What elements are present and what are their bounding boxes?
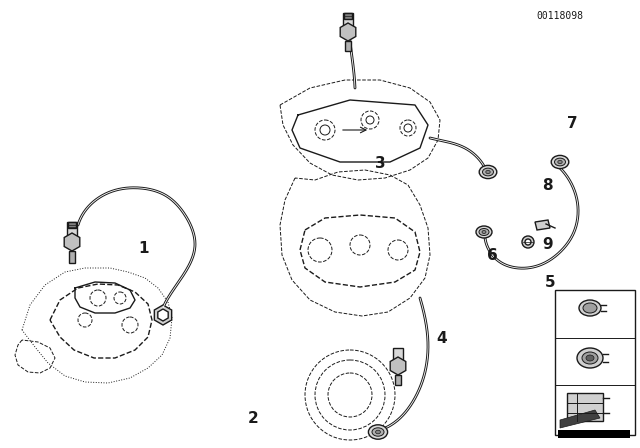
- Ellipse shape: [483, 168, 493, 176]
- Bar: [343, 13, 353, 35]
- Ellipse shape: [554, 158, 566, 166]
- Ellipse shape: [577, 348, 603, 368]
- Text: 2: 2: [248, 411, 258, 426]
- Ellipse shape: [372, 428, 384, 436]
- Ellipse shape: [558, 160, 562, 164]
- Text: 9: 9: [542, 237, 552, 252]
- Polygon shape: [158, 309, 168, 321]
- Ellipse shape: [476, 226, 492, 238]
- Polygon shape: [535, 220, 550, 230]
- Text: 7: 7: [568, 116, 578, 131]
- Polygon shape: [340, 23, 356, 41]
- Ellipse shape: [482, 231, 486, 233]
- Text: 6: 6: [488, 248, 498, 263]
- Bar: [67, 222, 77, 242]
- Text: 1: 1: [139, 241, 149, 256]
- Bar: [558, 430, 630, 438]
- Bar: [393, 348, 403, 370]
- Ellipse shape: [479, 228, 489, 236]
- Ellipse shape: [551, 155, 569, 168]
- Bar: [555, 290, 635, 435]
- Text: 4: 4: [436, 331, 447, 346]
- Text: 00118098: 00118098: [536, 11, 584, 21]
- Ellipse shape: [376, 430, 380, 434]
- Ellipse shape: [582, 352, 598, 364]
- Polygon shape: [64, 233, 80, 251]
- Ellipse shape: [479, 165, 497, 179]
- Polygon shape: [560, 410, 600, 428]
- Text: 3: 3: [376, 156, 386, 171]
- Ellipse shape: [486, 170, 490, 174]
- Text: 8: 8: [542, 178, 552, 194]
- Bar: [69, 251, 75, 263]
- Bar: [567, 393, 603, 421]
- Circle shape: [522, 236, 534, 248]
- Polygon shape: [154, 305, 172, 325]
- Polygon shape: [390, 357, 406, 375]
- Ellipse shape: [369, 425, 388, 439]
- Text: 5: 5: [545, 275, 556, 290]
- Bar: [395, 375, 401, 385]
- Bar: [345, 41, 351, 51]
- Ellipse shape: [579, 300, 601, 316]
- Circle shape: [525, 239, 531, 245]
- Ellipse shape: [583, 303, 597, 313]
- Bar: [344, 13, 352, 19]
- Bar: [68, 222, 76, 228]
- Ellipse shape: [586, 355, 594, 361]
